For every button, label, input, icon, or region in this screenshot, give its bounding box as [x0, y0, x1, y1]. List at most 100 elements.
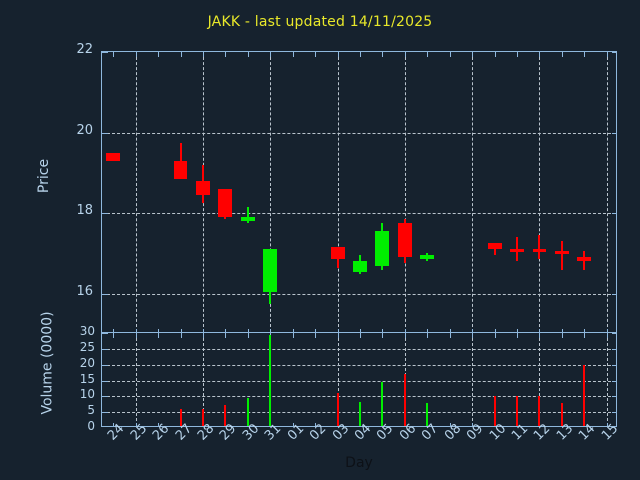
volume-tick-label: 30	[79, 324, 95, 338]
axis-tick	[427, 333, 429, 338]
volume-axis-tick	[612, 412, 616, 414]
price-gridline-vertical	[404, 52, 406, 332]
axis-tick	[315, 423, 317, 426]
axis-tick	[539, 329, 541, 332]
price-axis-tick	[612, 52, 616, 53]
volume-bar	[246, 397, 249, 426]
axis-tick	[247, 52, 249, 57]
price-tick-label: 22	[76, 42, 93, 57]
axis-tick	[292, 52, 294, 57]
axis-tick	[158, 333, 160, 338]
axis-tick	[180, 52, 182, 57]
price-axis-tick	[612, 293, 616, 295]
axis-tick	[606, 52, 608, 57]
volume-bar	[269, 334, 272, 426]
axis-tick	[135, 52, 137, 57]
volume-gridline-vertical	[539, 333, 541, 426]
axis-tick	[606, 333, 608, 338]
axis-tick	[382, 329, 384, 332]
volume-axis-tick	[612, 364, 616, 366]
axis-tick	[135, 333, 137, 338]
axis-tick	[472, 329, 474, 332]
volume-axis-tick	[612, 380, 616, 382]
volume-tick-label: 0	[87, 419, 95, 433]
axis-tick	[561, 333, 563, 338]
axis-tick	[315, 333, 317, 338]
axis-tick	[315, 329, 317, 332]
volume-bar	[538, 396, 541, 426]
price-axis-tick	[102, 132, 108, 134]
candle-body	[375, 231, 390, 266]
volume-plot-area	[102, 333, 616, 426]
axis-tick	[135, 423, 137, 426]
candle-body	[196, 180, 210, 195]
axis-tick	[584, 52, 586, 57]
volume-tick-label: 10	[79, 387, 95, 402]
axis-tick	[449, 52, 451, 57]
axis-tick	[561, 329, 563, 332]
candle-body	[353, 261, 367, 272]
axis-tick	[539, 52, 541, 57]
price-gridline-vertical	[337, 52, 339, 332]
price-gridline	[102, 293, 616, 295]
axis-tick	[292, 423, 294, 426]
axis-tick	[404, 329, 406, 332]
volume-gridline	[102, 396, 616, 398]
axis-tick	[584, 329, 586, 332]
volume-axis-tick	[102, 380, 108, 382]
axis-tick	[180, 333, 182, 338]
axis-tick	[494, 329, 496, 332]
price-axis-tick	[612, 213, 616, 215]
axis-tick	[494, 333, 496, 338]
price-plot-area	[102, 52, 616, 332]
price-gridline-vertical	[270, 52, 272, 332]
candle-body	[173, 160, 188, 179]
volume-tick-label: 25	[79, 339, 95, 354]
volume-gridline	[102, 348, 616, 350]
volume-bar	[224, 405, 227, 426]
axis-tick	[202, 52, 204, 57]
volume-gridline-vertical	[202, 333, 204, 426]
volume-axis-tick	[102, 412, 108, 414]
volume-bar	[381, 382, 384, 426]
axis-tick	[449, 423, 451, 426]
axis-tick	[270, 329, 272, 332]
axis-tick	[202, 329, 204, 332]
axis-tick	[158, 423, 160, 426]
volume-axis-tick	[102, 364, 108, 366]
x-axis-title: Day	[345, 455, 373, 471]
candle-body	[487, 243, 502, 250]
volume-axis-tick	[612, 333, 616, 334]
volume-axis-tick	[102, 348, 108, 350]
volume-tick-label: 5	[87, 403, 95, 418]
axis-tick	[382, 52, 384, 57]
price-tick-label: 16	[76, 283, 93, 299]
price-gridline-vertical	[539, 52, 541, 332]
axis-tick	[337, 329, 339, 332]
axis-tick	[427, 52, 429, 57]
axis-tick	[539, 333, 541, 338]
axis-tick	[225, 329, 227, 332]
volume-panel	[101, 332, 617, 427]
candle-body	[106, 152, 121, 161]
axis-tick	[360, 52, 361, 57]
candle-wick	[560, 241, 563, 270]
volume-tick-label: 15	[79, 371, 95, 386]
axis-tick	[158, 329, 160, 332]
volume-bar	[179, 409, 182, 426]
price-gridline-vertical	[472, 52, 474, 332]
axis-tick	[247, 333, 249, 338]
candle-body	[240, 217, 255, 222]
price-axis-tick	[102, 293, 108, 295]
axis-tick	[270, 52, 272, 57]
candle-wick	[246, 207, 249, 224]
axis-tick	[517, 52, 519, 57]
price-gridline	[102, 213, 616, 215]
axis-tick	[292, 333, 294, 338]
axis-tick	[449, 333, 451, 338]
price-gridline-vertical	[606, 52, 608, 332]
volume-bar	[359, 402, 361, 426]
axis-tick	[517, 333, 519, 338]
axis-tick	[517, 329, 519, 332]
axis-tick	[113, 52, 115, 57]
